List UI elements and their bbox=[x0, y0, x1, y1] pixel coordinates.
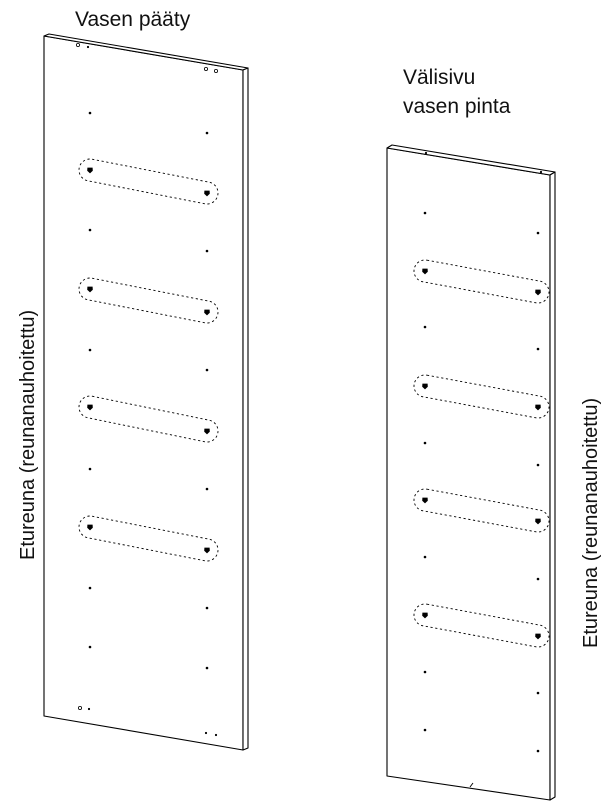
left-top-hole bbox=[76, 43, 81, 48]
shelf-pin-hole bbox=[423, 441, 427, 445]
connector-hole bbox=[422, 612, 428, 619]
connector-slot bbox=[78, 395, 219, 443]
shelf-pin-hole bbox=[423, 670, 427, 674]
right-top-mark bbox=[539, 170, 543, 174]
right-panel-side-edge bbox=[549, 171, 556, 801]
shelf-pin-hole bbox=[88, 467, 92, 471]
right-panel-title-line2: vasen pinta bbox=[403, 95, 511, 118]
left-bottom-hole bbox=[204, 731, 208, 735]
connector-hole bbox=[422, 268, 428, 275]
shelf-pin-hole bbox=[205, 666, 209, 670]
shelf-pin-hole bbox=[88, 228, 92, 232]
connector-hole bbox=[422, 383, 428, 390]
left-end-panel bbox=[43, 33, 249, 751]
left-bottom-hole bbox=[214, 733, 218, 737]
right-top-mark bbox=[424, 151, 428, 155]
shelf-pin-hole bbox=[423, 728, 427, 732]
left-edge-label: Etureuna (reunanauhoitettu) bbox=[17, 310, 39, 560]
shelf-pin-hole bbox=[88, 348, 92, 352]
shelf-pin-hole bbox=[205, 487, 209, 491]
right-bottom-mark bbox=[469, 782, 474, 788]
middle-side-panel bbox=[386, 144, 556, 801]
connector-slot bbox=[78, 515, 219, 562]
connector-hole bbox=[535, 633, 541, 640]
connector-hole bbox=[204, 547, 210, 554]
connector-hole bbox=[87, 404, 93, 411]
left-bottom-hole bbox=[78, 706, 83, 711]
shelf-pin-hole bbox=[205, 606, 209, 610]
connector-hole bbox=[204, 190, 210, 197]
shelf-pin-hole bbox=[423, 325, 427, 329]
connector-hole bbox=[204, 309, 210, 316]
shelf-pin-hole bbox=[423, 211, 427, 215]
connector-hole bbox=[204, 428, 210, 435]
left-panel-face bbox=[43, 35, 244, 751]
right-panel-face bbox=[386, 147, 551, 801]
left-top-hole bbox=[86, 45, 90, 49]
connector-hole bbox=[87, 524, 93, 531]
shelf-pin-hole bbox=[88, 586, 92, 590]
shelf-pin-hole bbox=[88, 645, 92, 649]
shelf-pin-hole bbox=[205, 368, 209, 372]
left-top-hole bbox=[203, 67, 208, 72]
connector-hole bbox=[535, 404, 541, 411]
shelf-pin-hole bbox=[536, 347, 540, 351]
shelf-pin-hole bbox=[536, 749, 540, 753]
connector-slot bbox=[413, 488, 550, 533]
connector-slot bbox=[413, 259, 550, 304]
shelf-pin-hole bbox=[536, 463, 540, 467]
connector-hole bbox=[87, 286, 93, 293]
left-top-hole bbox=[213, 69, 218, 74]
connector-slot bbox=[413, 374, 550, 419]
right-panel-title-line1: Välisivu bbox=[403, 66, 475, 89]
left-panel-side-edge bbox=[242, 67, 249, 751]
shelf-pin-hole bbox=[88, 111, 92, 115]
connector-slot bbox=[413, 603, 550, 648]
connector-hole bbox=[535, 289, 541, 296]
right-edge-label: Etureuna (reunanauhoitettu) bbox=[580, 398, 602, 648]
shelf-pin-hole bbox=[536, 231, 540, 235]
connector-slot bbox=[78, 277, 219, 324]
connector-slot bbox=[78, 158, 219, 205]
connector-hole bbox=[422, 497, 428, 504]
connector-hole bbox=[87, 167, 93, 174]
connector-hole bbox=[535, 518, 541, 525]
left-bottom-hole bbox=[87, 707, 91, 711]
left-panel-title: Vasen pääty bbox=[75, 8, 191, 31]
shelf-pin-hole bbox=[423, 555, 427, 559]
shelf-pin-hole bbox=[536, 577, 540, 581]
shelf-pin-hole bbox=[205, 249, 209, 253]
shelf-pin-hole bbox=[205, 131, 209, 135]
shelf-pin-hole bbox=[536, 691, 540, 695]
